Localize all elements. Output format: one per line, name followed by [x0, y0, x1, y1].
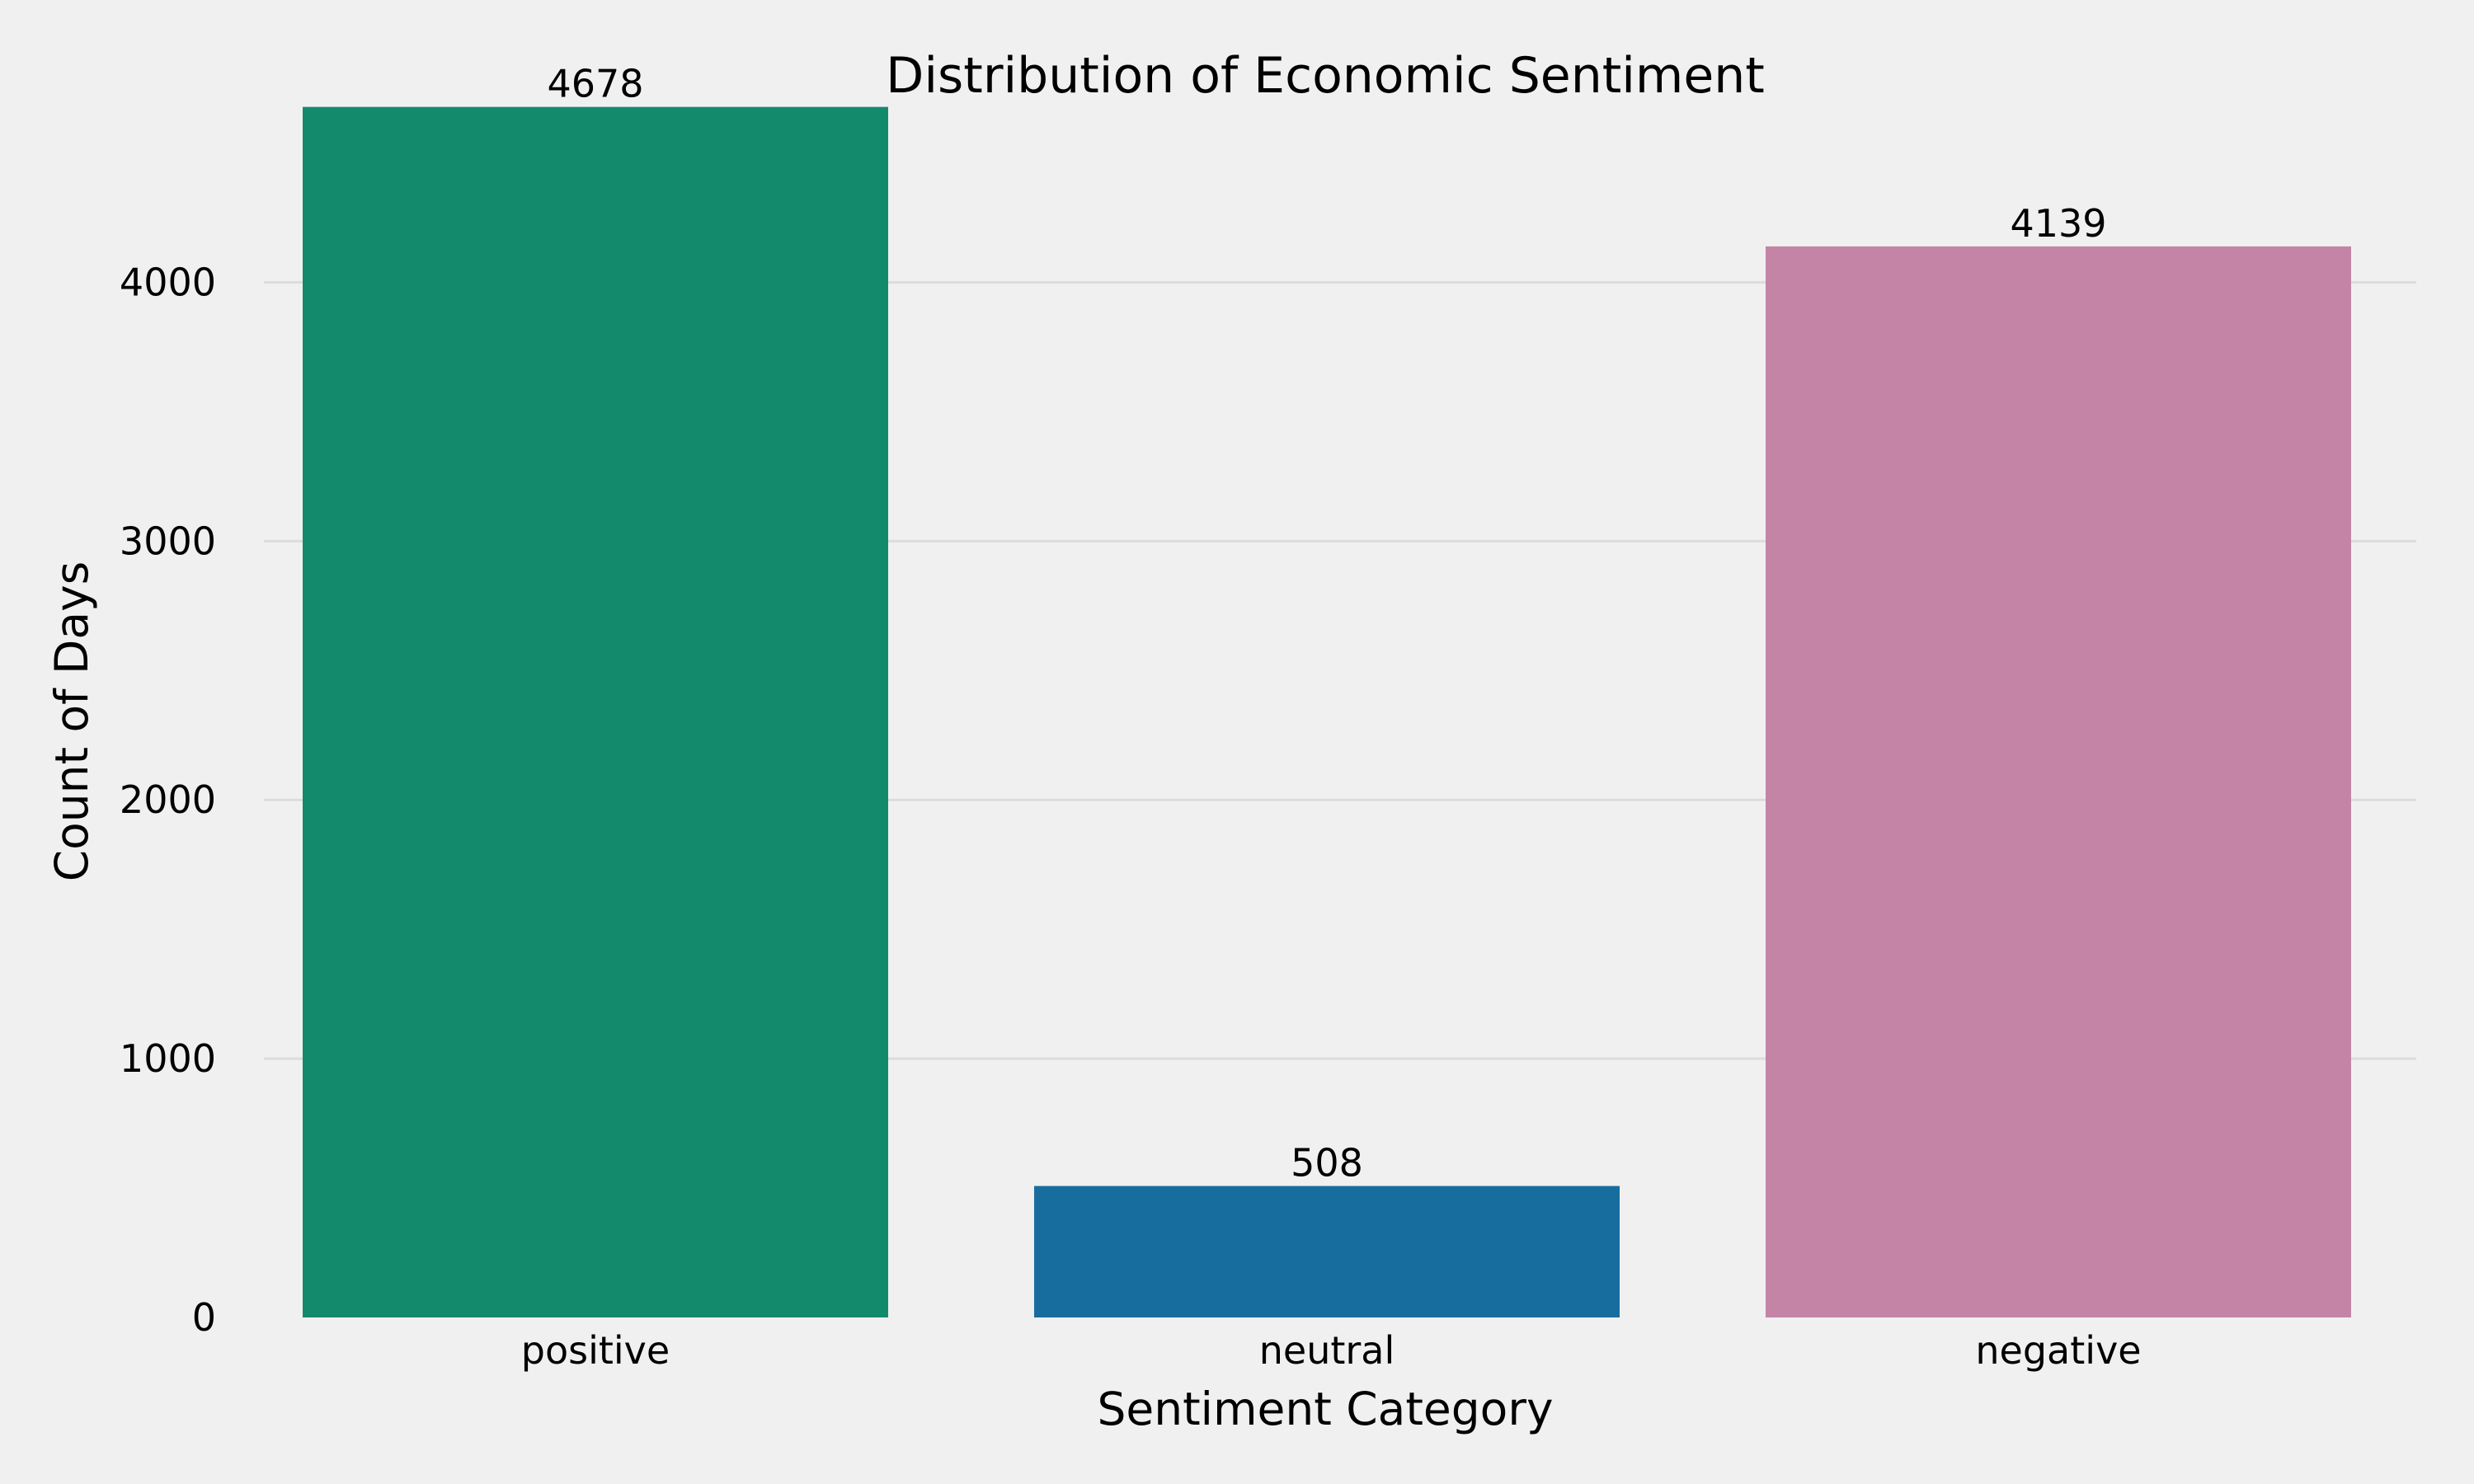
data-label-neutral: 508: [1291, 1141, 1363, 1186]
y-tick-label: 3000: [120, 519, 216, 563]
bar-neutral: [1034, 1186, 1620, 1317]
bar-negative: [1766, 246, 2351, 1317]
x-tick-label-negative: negative: [1975, 1328, 2141, 1373]
y-tick-label: 0: [192, 1295, 216, 1340]
chart-title: Distribution of Economic Sentiment: [886, 47, 1765, 105]
x-tick-label-neutral: neutral: [1259, 1328, 1395, 1373]
y-axis-label: Count of Days: [45, 561, 98, 882]
data-label-positive: 4678: [547, 62, 643, 106]
y-tick-label: 4000: [120, 260, 216, 304]
y-tick-label: 2000: [120, 777, 216, 822]
x-tick-label-positive: positive: [521, 1328, 670, 1373]
y-tick-label: 1000: [120, 1036, 216, 1081]
bar-positive: [303, 106, 888, 1318]
bars: [303, 106, 2351, 1318]
x-axis-ticks: positive neutral negative: [521, 1328, 2142, 1373]
x-axis-label: Sentiment Category: [1097, 1383, 1553, 1435]
y-axis-ticks: 0 1000 2000 3000 4000: [120, 260, 216, 1340]
data-labels: 4678 508 4139: [547, 62, 2106, 1186]
data-label-negative: 4139: [2010, 201, 2106, 246]
